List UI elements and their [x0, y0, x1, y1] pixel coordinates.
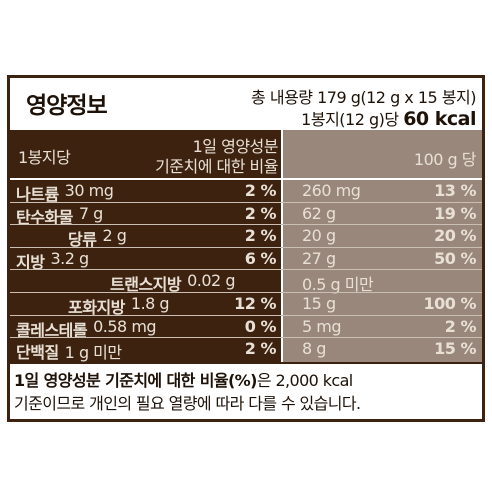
column-divider	[281, 130, 283, 362]
nutrient-daily-value: 2 %	[244, 339, 277, 358]
nutrient-daily-value-100g: 100 %	[423, 294, 477, 313]
nutrient-amount: 30 mg	[64, 181, 114, 200]
header-per-serving: 1봉지당	[18, 148, 71, 167]
nutrient-daily-value-100g: 2 %	[444, 317, 477, 336]
nutrient-daily-value-100g: 13 %	[434, 181, 476, 200]
nutrient-amount-100g: 260 mg	[302, 181, 361, 200]
nutrient-daily-value: 2 %	[244, 226, 277, 245]
footnote-line1: 1일 영양성분 기준치에 대한 비율(%)은 2,000 kcal	[14, 367, 353, 391]
nutrient-name: 트랜스지방	[110, 275, 182, 294]
total-content: 총 내용량 179 g(12 g x 15 봉지)	[251, 88, 476, 107]
row-divider	[10, 247, 482, 248]
per-serving-calories: 1봉지(12 g)당 60 kcal	[301, 106, 476, 130]
nutrient-amount: 0.58 mg	[93, 317, 157, 336]
nutrient-amount-100g: 5 mg	[302, 317, 342, 336]
nutrient-name: 나트륨	[16, 185, 59, 204]
nutrient-amount: 3.2 g	[50, 249, 89, 268]
nutrient-amount-100g: 27 g	[302, 249, 336, 268]
nutrient-amount-100g: 62 g	[302, 204, 336, 223]
nutrient-amount: 0.02 g	[187, 271, 235, 290]
row-divider	[10, 292, 482, 293]
nutrient-amount-100g: 20 g	[302, 226, 336, 245]
header-daily-value-line2: 기준치에 대한 비율	[155, 157, 278, 176]
nutrient-daily-value: 12 %	[234, 294, 276, 313]
nutrient-daily-value: 0 %	[244, 317, 277, 336]
page-title: 영양정보	[26, 93, 108, 119]
per-serving-label: 1봉지(12 g)당	[301, 110, 399, 129]
nutrient-daily-value-100g: 15 %	[434, 339, 476, 358]
nutrient-name: 당류	[68, 230, 97, 249]
table-right-panel	[282, 130, 482, 362]
table-bottom-border	[10, 362, 482, 364]
nutrient-name: 탄수화물	[16, 208, 73, 227]
row-divider	[10, 337, 482, 338]
nutrient-name: 콜레스테롤	[16, 321, 88, 340]
nutrient-amount: 1 g 미만	[64, 343, 122, 362]
nutrient-amount: 1.8 g	[130, 294, 170, 313]
nutrient-amount-100g: 0.5 g 미만	[302, 275, 374, 294]
nutrient-amount-100g: 15 g	[302, 294, 336, 313]
footnote-bold: 1일 영양성분 기준치에 대한 비율(%)	[14, 371, 257, 390]
nutrient-daily-value-100g: 50 %	[434, 249, 476, 268]
nutrient-name: 포화지방	[68, 298, 125, 317]
header-divider	[10, 178, 482, 180]
nutrient-name: 지방	[16, 253, 45, 272]
nutrient-amount: 7 g	[78, 204, 103, 223]
nutrient-amount-100g: 8 g	[302, 339, 326, 358]
nutrient-amount: 2 g	[102, 226, 127, 245]
row-divider	[10, 224, 482, 225]
calories-value: 60 kcal	[403, 108, 476, 130]
header-per-100g: 100 g 당	[413, 150, 477, 169]
footnote-line2: 기준이므로 개인의 필요 열량에 따라 다를 수 있습니다.	[14, 394, 361, 413]
nutrient-daily-value-100g: 19 %	[434, 204, 476, 223]
row-divider	[10, 315, 482, 316]
header-daily-value-line1: 1일 영양성분	[192, 137, 279, 156]
row-divider	[10, 202, 482, 203]
footnote-rest: 은 2,000 kcal	[256, 371, 353, 390]
nutrient-daily-value-100g: 20 %	[434, 226, 476, 245]
nutrient-daily-value: 2 %	[244, 181, 277, 200]
table-left-panel	[10, 130, 282, 362]
nutrient-daily-value: 2 %	[244, 204, 277, 223]
nutrient-name: 단백질	[16, 343, 59, 362]
row-divider	[10, 269, 482, 270]
nutrient-daily-value: 6 %	[244, 249, 277, 268]
